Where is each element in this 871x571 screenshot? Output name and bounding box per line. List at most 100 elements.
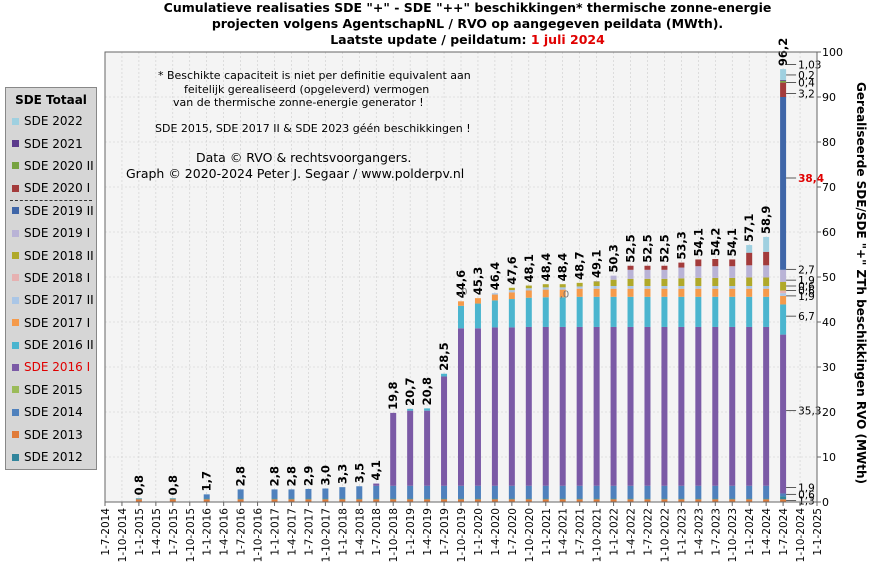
bar-segment	[729, 498, 736, 500]
segment-labels: 1,030,20,43,238,42,71,90,60,61,96,735,31…	[786, 60, 824, 508]
bar-segment	[593, 296, 600, 327]
bar-segment	[576, 498, 583, 500]
x-tick-label: 1-4-2019	[422, 508, 434, 556]
bar-segment	[559, 284, 566, 288]
legend-item: SDE 2016 II	[6, 334, 96, 356]
bar-segment	[712, 499, 719, 502]
bar-segment	[441, 373, 448, 377]
bar-segment	[729, 499, 736, 502]
x-tick-label: 1-4-2018	[354, 508, 366, 556]
bar-segment	[525, 326, 532, 486]
bar-segment	[678, 286, 685, 289]
bar-segment	[763, 251, 770, 266]
bar-segment	[525, 499, 532, 502]
bar-segment	[712, 326, 719, 486]
bar-segment	[576, 499, 583, 502]
bar-segment	[373, 499, 380, 502]
bar-segment	[644, 326, 651, 486]
bar-segment	[780, 80, 787, 83]
bar-segment	[780, 269, 787, 282]
y-tick-label: 80	[822, 136, 836, 149]
x-tick-label: 1-7-2016	[236, 508, 248, 556]
note-1: * Beschikte capaciteit is niet per defin…	[158, 69, 471, 82]
legend-item: SDE 2016 I	[6, 356, 96, 378]
x-tick-label: 1-4-2021	[558, 508, 570, 556]
bar-segment	[695, 277, 702, 286]
bar-segment	[271, 498, 278, 500]
y-axis-label: Gerealiseerde SDE/SDE "+" ZTh beschikkin…	[854, 82, 868, 484]
note-5: Data © RVO & rechtsvoorgangers.	[196, 150, 411, 165]
y-tick-label: 40	[822, 316, 836, 329]
bar-segment	[373, 498, 380, 500]
bar-segment	[661, 265, 668, 270]
bar-segment	[644, 498, 651, 500]
bar-segment	[780, 69, 787, 80]
bar-segment	[542, 499, 549, 502]
legend-label: SDE 2015	[24, 382, 83, 397]
bar-segment	[559, 326, 566, 486]
x-tick-label: 1-1-2017	[270, 508, 282, 556]
legend-label: SDE 2014	[24, 405, 83, 420]
bar-total-label: 52,5	[657, 234, 671, 262]
bar-segment	[627, 499, 634, 502]
bar-segment	[356, 498, 363, 500]
x-tick-label: 1-1-2024	[744, 508, 756, 556]
bar-segment	[763, 498, 770, 500]
bar-total-label: 4,1	[369, 460, 383, 480]
x-tick-label: 1-4-2022	[626, 508, 638, 556]
bar-segment	[576, 485, 583, 499]
legend-item: SDE 2019 I	[6, 222, 96, 244]
bar-segment	[169, 499, 176, 502]
bar-segment	[135, 499, 142, 502]
bar-segment	[593, 286, 600, 289]
bar-total-label: 54,1	[691, 228, 705, 256]
bar-segment	[695, 499, 702, 502]
legend-item: SDE 2018 I	[6, 267, 96, 289]
bar-segment	[559, 498, 566, 500]
bar-segment	[322, 499, 329, 502]
bar-segment	[610, 296, 617, 327]
bar-segment	[644, 288, 651, 297]
x-tick-label: 1-7-2017	[303, 508, 315, 556]
bar-segment	[627, 288, 634, 297]
bar-segment	[593, 326, 600, 486]
bar-segment	[678, 485, 685, 499]
bar-segment	[407, 410, 414, 486]
bar-segment	[712, 277, 719, 286]
bar-segment	[712, 259, 719, 267]
bar-segment	[610, 279, 617, 286]
bar-total-label: 48,4	[556, 253, 570, 281]
x-tick-label: 1-4-2024	[761, 508, 773, 556]
bar-segment	[729, 485, 736, 499]
x-tick-label: 1-10-2024	[795, 508, 807, 563]
x-tick-label: 1-7-2024	[778, 508, 790, 556]
bar-segment	[237, 498, 244, 500]
bar-segment	[763, 499, 770, 502]
bar-segment	[661, 485, 668, 499]
bar-segment	[491, 293, 498, 295]
bar-segment	[712, 296, 719, 327]
bar-segment	[712, 288, 719, 297]
bar-segment	[305, 488, 312, 499]
x-tick-label: 1-10-2023	[727, 508, 739, 562]
x-tick-label: 1-1-2023	[676, 508, 688, 556]
bar-segment	[508, 498, 515, 500]
segment-value-label: 38,4	[798, 173, 824, 185]
bar-segment	[678, 326, 685, 486]
bar-segment	[525, 485, 532, 499]
note-6: Graph © 2020-2024 Peter J. Segaar / www.…	[126, 166, 464, 181]
bar-segment	[441, 499, 448, 502]
bar-segment	[593, 281, 600, 286]
x-tick-label: 1-10-2018	[388, 508, 400, 562]
bar-segment	[610, 326, 617, 486]
bar-segment	[729, 259, 736, 267]
legend-label: SDE 2018 I	[24, 270, 91, 285]
x-tick-label: 1-1-2016	[202, 508, 214, 556]
bar-segment	[661, 286, 668, 289]
bar-segment	[644, 499, 651, 502]
bar-segment	[339, 498, 346, 500]
bar-segment	[661, 296, 668, 327]
bar-segment	[407, 498, 414, 500]
bar-segment	[729, 266, 736, 278]
bar-total-label: 46,4	[488, 262, 502, 290]
